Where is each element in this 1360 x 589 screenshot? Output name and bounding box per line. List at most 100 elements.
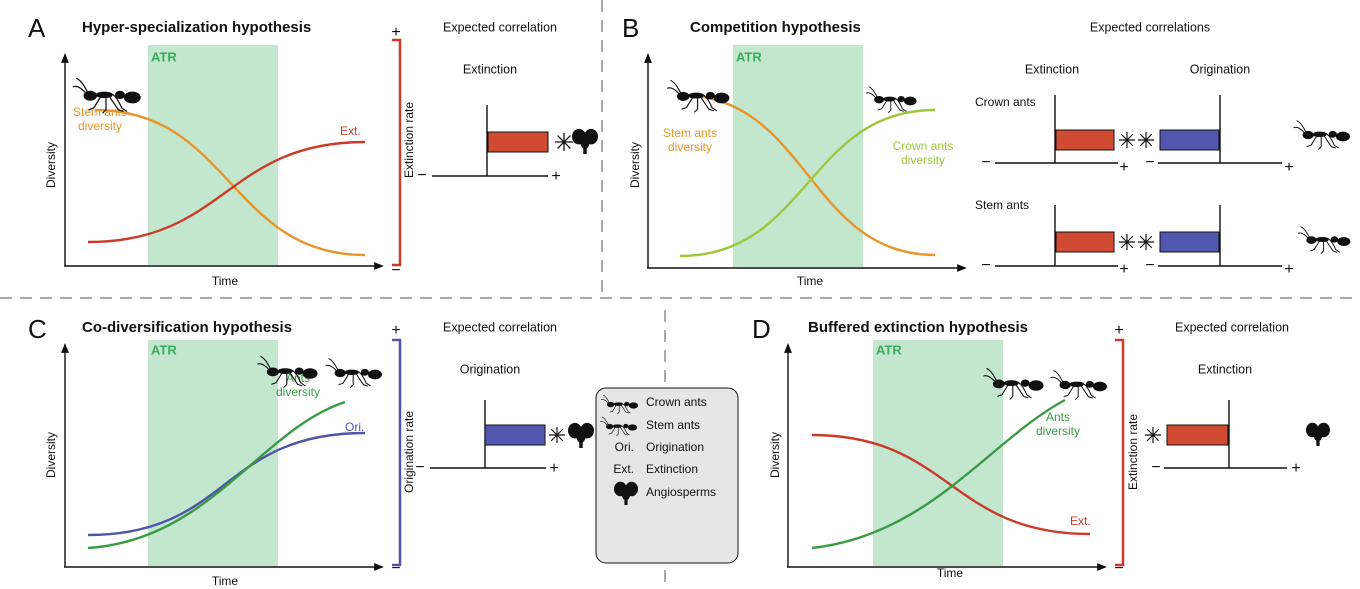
curve-label: Ext. [1070,514,1091,528]
atr-label: ATR [151,342,177,357]
crown-ant-icon [865,86,917,114]
column-heading: Extinction [463,62,517,76]
stem-curve [679,93,936,257]
expected-heading: Expected correlation [443,20,557,34]
rate-label: Extinction rate [1126,414,1140,490]
atr-band [148,340,278,566]
star [1118,131,1136,149]
x-label: Time [212,274,239,288]
stem-ant-icon [1297,226,1351,255]
crown-curve [679,108,936,258]
ants-curve [811,398,1066,550]
atr-band [733,45,863,267]
stem-ant-icon [666,79,730,113]
x-label: Time [212,574,239,588]
correlation-bar [1055,231,1115,253]
curve-label: Ext. [340,124,361,138]
column-heading: Origination [460,362,520,376]
atr-band [148,45,278,265]
minus: − [1114,560,1123,577]
minus: − [981,257,990,274]
legend-label: Extinction [646,462,698,476]
panel-title: Co-diversification hypothesis [82,319,292,336]
angiosperm-icon [572,128,598,154]
curve-label: diversity [901,153,945,167]
y-label: Diversity [44,142,58,188]
plus: + [1114,322,1123,339]
legend: Crown ants Stem ants Ori. Origination Ex… [595,387,739,564]
minus: − [1145,257,1154,274]
x-label: Time [937,566,964,580]
panel-d: ATR D Buffered extinction hypothesis Div… [752,314,1330,580]
panel-c: ATR C Co-diversification hypothesis Dive… [28,314,594,588]
plus: + [391,322,400,339]
expected-heading: Expected correlations [1090,20,1210,34]
correlation-bar [484,424,546,446]
star [1118,233,1136,251]
panel-title: Hyper-specialization hypothesis [82,19,311,36]
curve-label: Stem ants [73,105,127,119]
atr-label: ATR [736,49,762,64]
minus: − [417,167,426,184]
curve-label: Ori. [345,420,364,434]
atr-band [873,340,1003,566]
plus: + [1284,159,1293,176]
minus: − [1145,154,1154,171]
correlation-bar [1159,231,1220,253]
legend-abbr: Ext. [613,462,634,476]
corr-row [995,205,1351,267]
panel-letter: C [28,314,47,344]
expected-heading: Expected correlation [1175,320,1289,334]
curve-label: diversity [78,119,122,133]
plus: + [549,460,558,477]
correlation-bar [1055,129,1115,151]
extinction-curve [87,140,366,244]
crown-ant-icon [1050,370,1107,401]
star [1137,131,1155,149]
star [554,132,574,152]
ants-curve [87,400,346,550]
panel-b: ATR B Competition hypothesis Diversity T… [622,13,1351,288]
y-label: Diversity [768,432,782,478]
legend-label: Angiosperms [646,485,716,499]
panel-title: Buffered extinction hypothesis [808,319,1028,336]
minus: − [981,154,990,171]
extinction-curve [811,433,1091,536]
star [1144,426,1162,444]
minus: − [391,262,400,279]
curve-label: Ants [1046,410,1070,424]
legend-label: Stem ants [646,418,700,432]
crown-ant-icon [1293,120,1350,151]
column-heading: Extinction [1198,362,1252,376]
plus: + [1119,159,1128,176]
panel-letter: D [752,314,771,344]
angiosperm-icon [1306,422,1330,446]
panel-a: ATR A Hyper-specialization hypothesis Di… [28,13,598,288]
legend-abbr: Ori. [615,440,634,454]
angiosperm-icon [568,422,594,448]
star [548,426,566,444]
plus: + [1284,261,1293,278]
curve-label: Crown ants [893,139,954,153]
row-heading: Stem ants [975,198,1029,212]
x-label: Time [797,274,824,288]
rate-label: Extinction rate [402,102,416,178]
y-label: Diversity [44,432,58,478]
plus: + [1119,261,1128,278]
atr-label: ATR [876,342,902,357]
curve-label: diversity [668,140,712,154]
expected-heading: Expected correlation [443,320,557,334]
minus: − [1151,459,1160,476]
atr-label: ATR [151,49,177,64]
panel-title: Competition hypothesis [690,19,861,36]
rate-bracket [392,338,402,567]
column-heading: Origination [1190,62,1250,76]
corr-row [995,95,1350,164]
rate-label: Origination rate [402,411,416,493]
correlation-bar [487,131,549,153]
plus: + [551,168,560,185]
correlation-bar [1166,424,1229,446]
rate-bracket [392,38,402,267]
stem-curve [94,108,366,257]
